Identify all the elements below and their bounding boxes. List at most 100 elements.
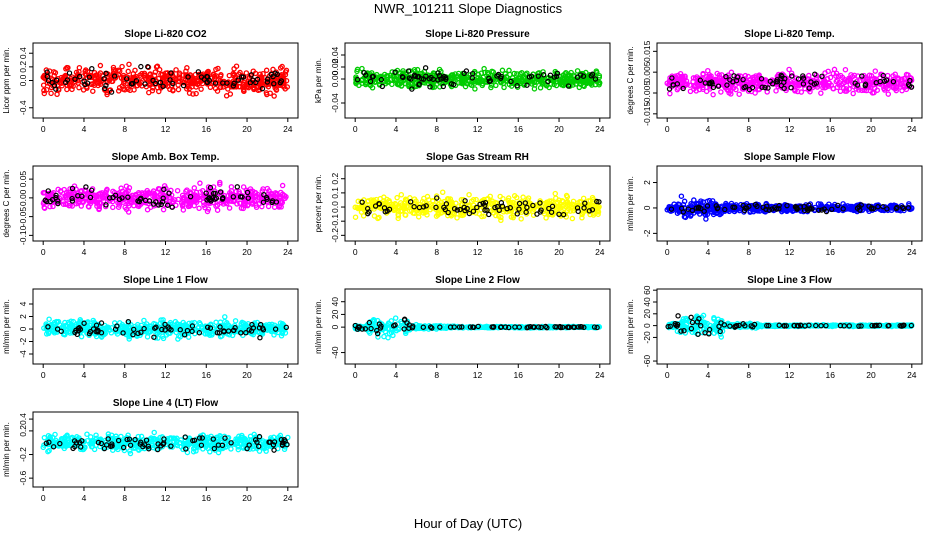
- data-point: [158, 317, 164, 323]
- data-point-dark: [575, 208, 581, 215]
- data-point-dark: [230, 83, 237, 89]
- data-point: [151, 72, 158, 79]
- data-point: [536, 203, 542, 209]
- data-point-dark: [203, 190, 209, 196]
- data-point: [200, 199, 207, 206]
- data-point: [376, 214, 382, 221]
- panel-title: Slope Line 1 Flow: [123, 275, 208, 286]
- x-tick-label: 20: [554, 247, 564, 257]
- data-point-dark: [248, 72, 255, 78]
- data-point: [405, 81, 412, 88]
- data-point-dark: [362, 326, 369, 332]
- data-point-dark: [571, 324, 578, 330]
- data-point: [67, 330, 73, 336]
- data-point-dark: [746, 86, 753, 93]
- data-point: [55, 86, 62, 92]
- data-point: [60, 201, 67, 207]
- data-point-dark: [594, 324, 600, 331]
- data-point-dark: [159, 326, 165, 333]
- data-point: [479, 82, 486, 89]
- y-tick-label: -0.05: [18, 207, 28, 227]
- data-point: [492, 199, 499, 206]
- data-point: [476, 211, 483, 217]
- data-point: [230, 70, 236, 77]
- data-point-dark: [482, 202, 488, 208]
- data-point: [382, 328, 389, 335]
- data-point: [248, 330, 255, 337]
- x-tick-label: 0: [665, 247, 670, 257]
- data-point-dark: [181, 332, 188, 338]
- data-point-dark: [435, 70, 441, 76]
- data-point-dark: [466, 210, 473, 217]
- y-tick-label: 0: [18, 326, 28, 331]
- data-point: [562, 71, 568, 77]
- x-tick-label: 12: [785, 247, 795, 257]
- data-point-dark: [82, 81, 88, 88]
- data-point: [193, 189, 200, 196]
- data-point-dark: [554, 73, 560, 79]
- data-point: [592, 81, 599, 88]
- data-point-dark: [557, 323, 563, 330]
- data-point: [498, 217, 504, 224]
- panel-y-axis-label: ml/min per min.: [314, 299, 323, 354]
- data-point-dark: [774, 79, 781, 85]
- data-point-dark: [741, 84, 747, 91]
- data-point-dark: [244, 189, 251, 196]
- data-point: [897, 82, 903, 88]
- data-point: [217, 179, 223, 186]
- y-tick-label: -0.1: [330, 214, 340, 229]
- data-point-dark: [219, 196, 226, 202]
- x-tick-label: 12: [161, 247, 171, 257]
- data-point: [580, 195, 587, 202]
- data-point-dark: [409, 86, 415, 92]
- data-point: [131, 87, 137, 93]
- data-point-dark: [217, 324, 223, 330]
- data-point: [472, 80, 478, 86]
- panel-title: Slope Li-820 Pressure: [425, 29, 530, 40]
- data-point-dark: [44, 198, 50, 205]
- data-point-dark: [537, 200, 543, 206]
- data-point: [381, 194, 387, 200]
- data-point: [87, 200, 94, 207]
- data-point: [439, 189, 446, 195]
- data-point: [177, 321, 184, 328]
- data-point-dark: [812, 71, 818, 77]
- data-point-dark: [680, 85, 686, 92]
- data-point-dark: [538, 207, 544, 213]
- data-point: [444, 77, 450, 84]
- data-point-dark: [544, 324, 550, 331]
- data-point: [76, 68, 82, 75]
- data-point: [511, 193, 518, 199]
- data-point: [173, 67, 179, 73]
- data-point-dark: [862, 81, 869, 87]
- data-point-dark: [164, 202, 171, 208]
- data-point: [234, 201, 240, 207]
- data-point-dark: [442, 206, 448, 213]
- data-point: [687, 213, 694, 219]
- data-point-dark: [76, 73, 83, 80]
- data-point: [233, 63, 240, 69]
- data-point: [184, 187, 190, 193]
- data-point-dark: [574, 205, 581, 211]
- data-point-dark: [240, 74, 247, 80]
- data-point-dark: [804, 206, 811, 212]
- data-point: [125, 321, 132, 327]
- data-point: [885, 85, 891, 92]
- data-point-dark: [469, 75, 476, 81]
- x-tick-label: 12: [161, 124, 171, 134]
- data-point: [210, 184, 217, 190]
- data-point: [175, 82, 181, 88]
- data-point: [560, 77, 566, 83]
- y-tick-label: 40: [330, 297, 340, 307]
- data-point: [50, 323, 57, 330]
- data-point-dark: [459, 324, 465, 330]
- data-point: [117, 320, 123, 326]
- data-point-dark: [580, 73, 587, 79]
- data-point: [718, 89, 724, 95]
- data-point-dark: [230, 194, 237, 200]
- data-point-dark: [548, 209, 555, 215]
- y-tick-label: -0.10: [18, 225, 28, 245]
- data-point: [249, 188, 256, 194]
- data-point-dark: [701, 208, 707, 214]
